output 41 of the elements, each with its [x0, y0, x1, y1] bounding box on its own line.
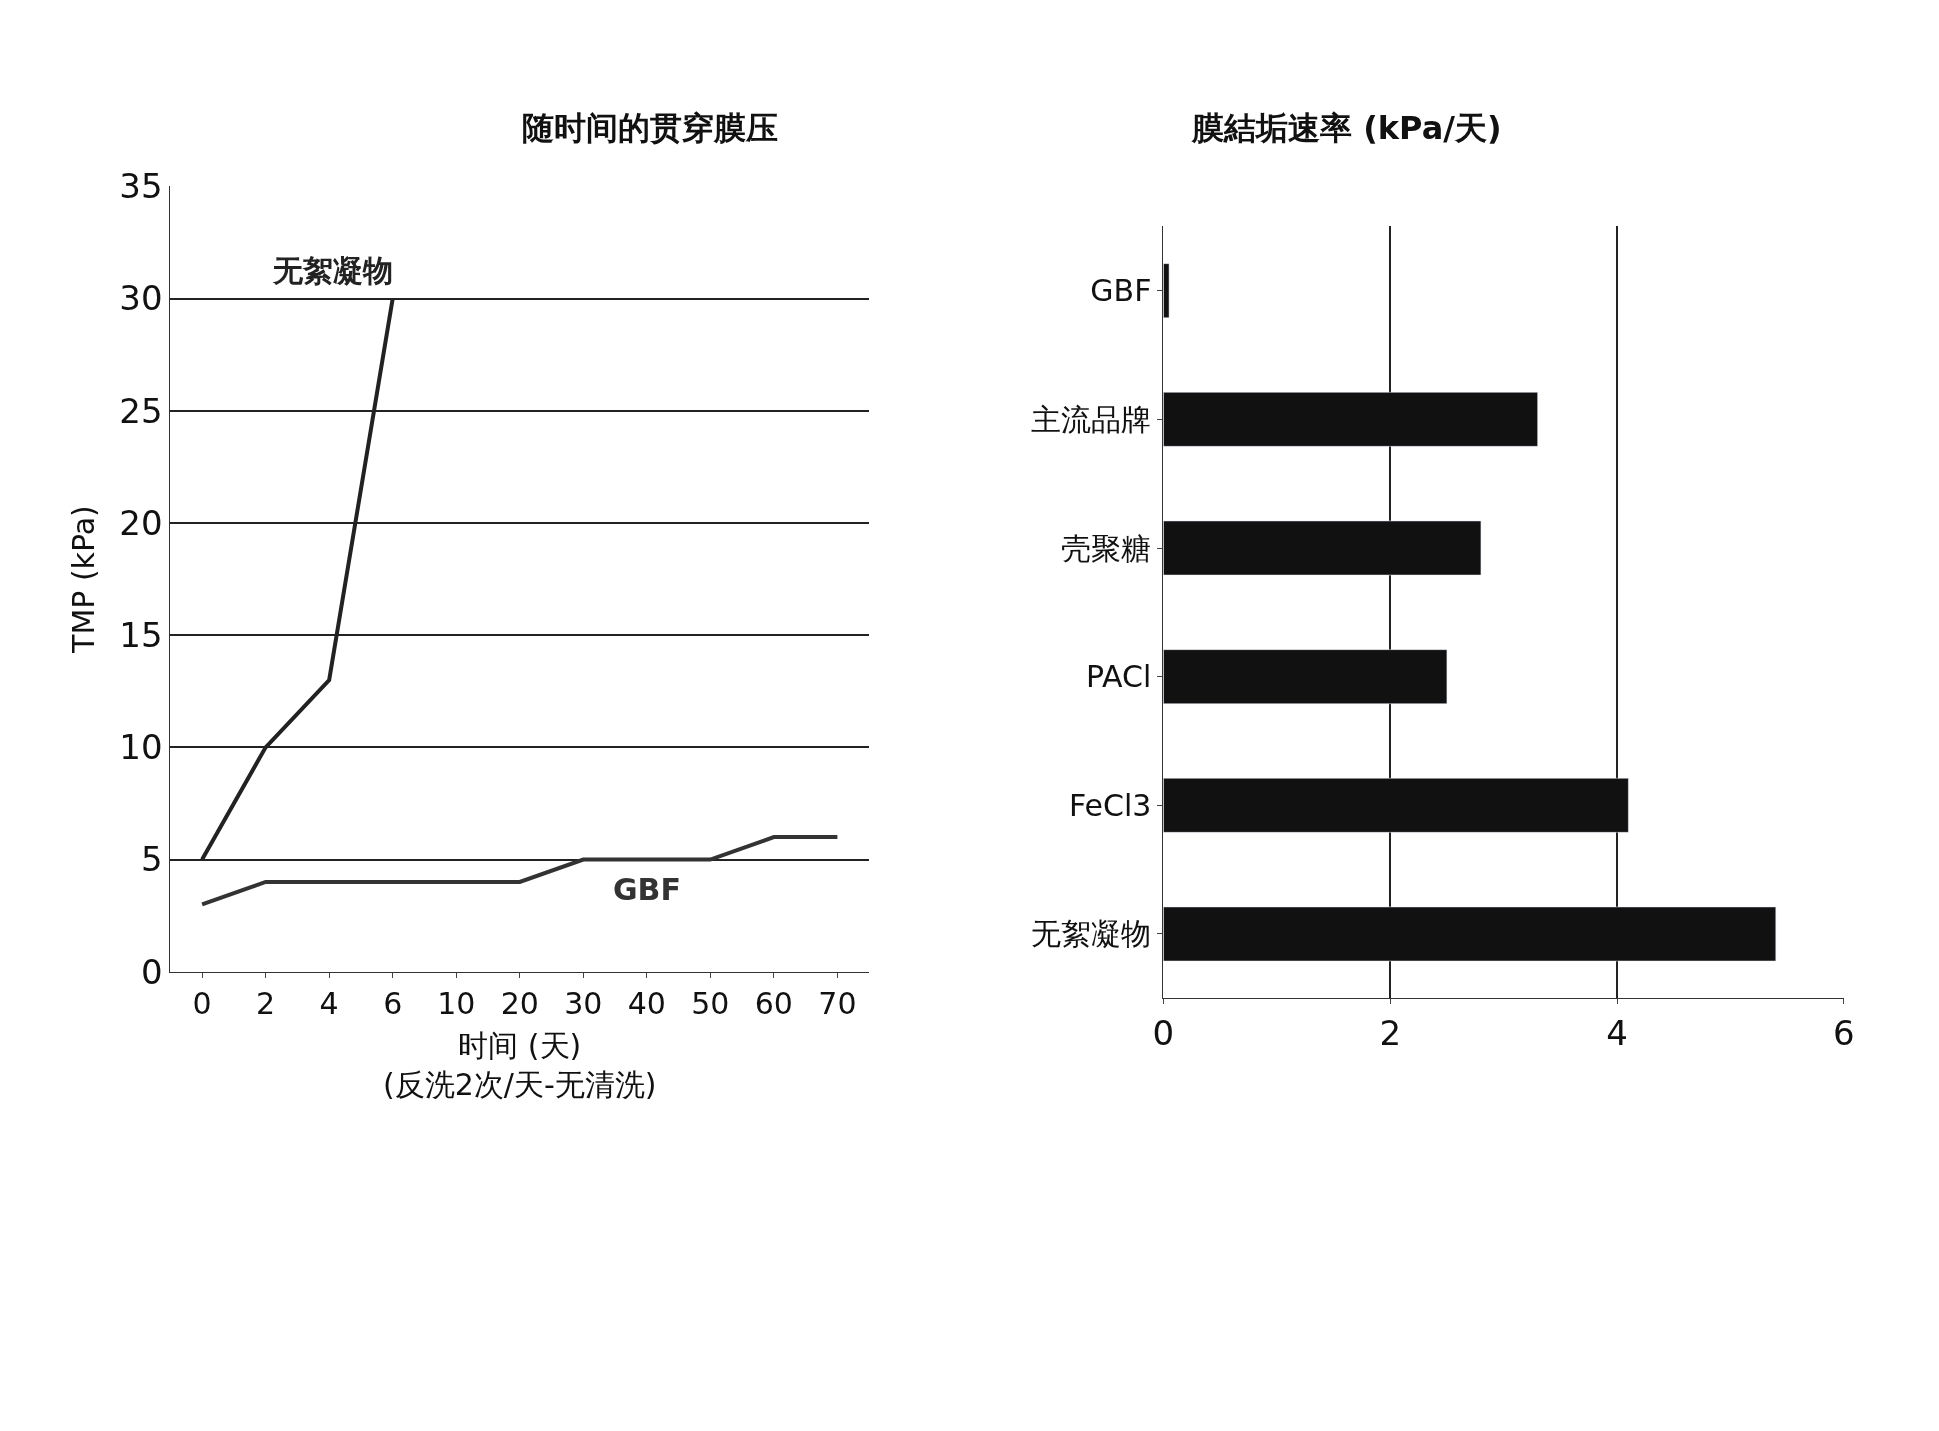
- y-tick-label: 0: [140, 951, 163, 992]
- x-tick-label: 70: [818, 985, 857, 1021]
- y-tick-label: 主流品牌: [1031, 401, 1152, 437]
- bar: [1163, 392, 1538, 447]
- bar: [1163, 906, 1777, 962]
- x-tick-label: 60: [754, 985, 793, 1021]
- bar: [1163, 778, 1629, 833]
- series-label: 无絮凝物: [272, 253, 393, 288]
- series-label: GBF: [613, 872, 681, 907]
- y-tick-label: 35: [119, 166, 163, 207]
- x-tick-label: 20: [500, 985, 539, 1021]
- chart-title: 膜結垢速率 (kPa/天): [1191, 109, 1502, 147]
- y-tick-label: GBF: [1090, 273, 1152, 309]
- x-tick-label: 30: [564, 985, 603, 1021]
- x-tick-label: 10: [437, 985, 476, 1021]
- x-tick-label: 2: [1379, 1013, 1402, 1054]
- y-tick-label: 10: [119, 727, 163, 768]
- y-tick-label: PACl: [1085, 659, 1152, 695]
- x-tick-label: 4: [1606, 1013, 1628, 1054]
- x-tick-label: 40: [627, 985, 666, 1021]
- y-tick-label: FeCl3: [1068, 787, 1152, 823]
- bar: [1163, 649, 1448, 704]
- x-tick-label: 6: [1833, 1013, 1855, 1054]
- y-tick-label: 5: [140, 839, 163, 880]
- y-tick-label: 30: [119, 278, 163, 319]
- x-tick-label: 50: [691, 985, 730, 1021]
- x-tick-label: 0: [192, 985, 212, 1021]
- y-tick-label: 25: [119, 390, 163, 431]
- y-tick-label: 无絮凝物: [1031, 916, 1152, 952]
- chart-title: 随时间的贯穿膜压: [522, 109, 778, 147]
- bar: [1163, 263, 1170, 318]
- y-tick-label: 壳聚糖: [1061, 530, 1152, 566]
- y-tick-label: 15: [119, 615, 163, 656]
- x-axis-title: 时间 (天) (反洗2次/天-无清洗): [383, 1028, 657, 1103]
- y-axis-title: TMP (kPa): [66, 505, 102, 654]
- y-tick-label: 20: [119, 502, 163, 543]
- line-series: [200, 835, 840, 907]
- x-tick-label: 4: [319, 985, 339, 1021]
- bar: [1163, 520, 1482, 576]
- x-tick-label: 6: [383, 985, 403, 1021]
- x-tick-label: 2: [256, 985, 276, 1021]
